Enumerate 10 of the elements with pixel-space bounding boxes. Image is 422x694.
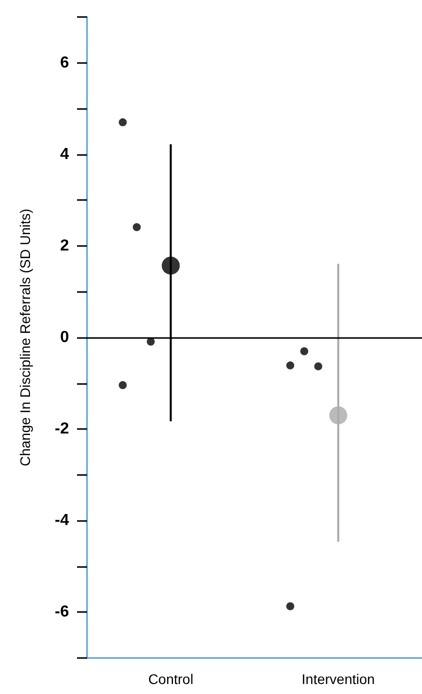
- x-tick-label: Control: [148, 671, 194, 687]
- x-tick-label: Intervention: [302, 671, 375, 687]
- y-axis-title: Change In Discipline Referrals (SD Units): [17, 208, 33, 466]
- y-tick-label: 2: [60, 237, 70, 254]
- y-tick-label: 0: [60, 329, 70, 346]
- y-tick-label: -2: [54, 420, 70, 438]
- y-tick-label: -4: [54, 512, 70, 530]
- y-tick-label: 6: [60, 54, 70, 72]
- y-tick-label: -6: [54, 604, 70, 621]
- y-tick-label: 4: [60, 146, 70, 163]
